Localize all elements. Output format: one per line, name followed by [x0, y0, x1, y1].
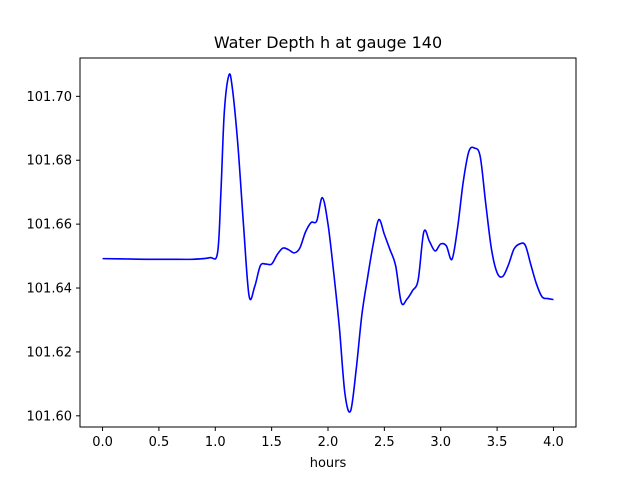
x-tick-label: 0.5 — [149, 435, 170, 450]
y-tick-label: 101.70 — [27, 90, 73, 105]
series-group — [102, 73, 554, 413]
x-axis-ticks: 0.0 0.5 1.0 1.5 2.0 2.5 3.0 3.5 4.0 — [92, 427, 564, 450]
y-tick-label: 101.68 — [27, 154, 73, 169]
x-tick-label: 3.5 — [487, 435, 508, 450]
y-tick-label: 101.62 — [27, 345, 73, 360]
series-line-0 — [102, 73, 554, 413]
x-axis-label: hours — [310, 456, 347, 471]
y-axis-ticks: 101.60 101.62 101.64 101.66 101.68 101.70 — [27, 90, 80, 424]
y-tick-label: 101.64 — [27, 282, 73, 297]
x-tick-label: 2.5 — [374, 435, 395, 450]
x-tick-label: 4.0 — [543, 435, 564, 450]
x-tick-label: 2.0 — [318, 435, 339, 450]
chart-title: Water Depth h at gauge 140 — [214, 33, 442, 52]
x-tick-label: 3.0 — [430, 435, 451, 450]
x-tick-label: 1.0 — [205, 435, 226, 450]
y-tick-label: 101.60 — [27, 409, 73, 424]
plot-area — [80, 58, 576, 427]
x-tick-label: 0.0 — [92, 435, 113, 450]
x-tick-label: 1.5 — [261, 435, 282, 450]
y-tick-label: 101.66 — [27, 218, 73, 233]
